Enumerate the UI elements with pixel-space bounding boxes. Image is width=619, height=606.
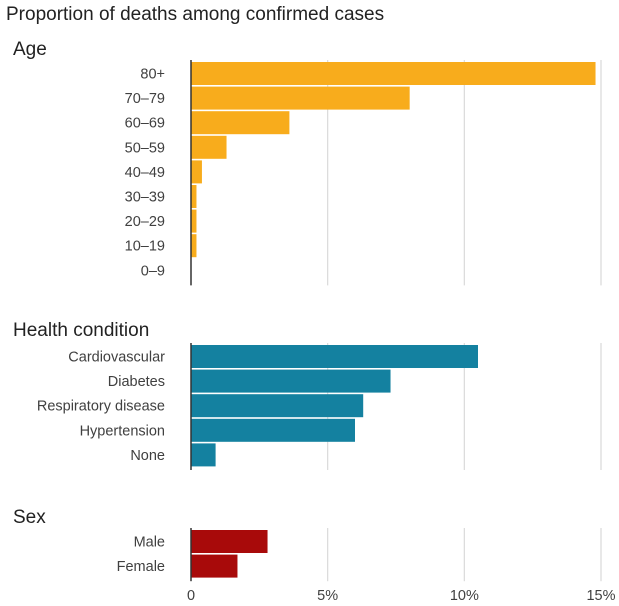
x-tick-label-0: 0 [187,588,195,604]
x-tick-label-2: 10% [450,588,479,604]
category-label-60-69: 60–69 [125,116,165,132]
category-label-30-39: 30–39 [125,190,165,206]
bar-sex-female [191,555,237,578]
bar-age-50-59 [191,136,227,159]
category-label-male: Male [134,535,165,551]
category-label-40-49: 40–49 [125,165,165,181]
category-label-female: Female [117,559,165,575]
bar-age-30-39 [191,185,196,208]
category-label-10-19: 10–19 [125,239,165,255]
section-title-sex: Sex [13,507,46,528]
section-title-health-condition: Health condition [13,320,149,341]
category-label-80: 80+ [140,67,165,83]
category-label-70-79: 70–79 [125,91,165,107]
bar-age-40-49 [191,160,202,183]
category-label-50-59: 50–59 [125,140,165,156]
x-tick-label-3: 15% [586,588,615,604]
bar-sex-male [191,530,268,553]
bar-health-condition-cardiovascular [191,345,478,368]
bar-age-60-69 [191,111,289,134]
section-title-age: Age [13,39,47,60]
bar-age-70-79 [191,87,410,110]
category-label-20-29: 20–29 [125,214,165,230]
category-label-none: None [130,448,165,464]
category-label-respiratory-disease: Respiratory disease [37,399,165,415]
category-label-0-9: 0–9 [141,263,165,279]
bar-health-condition-diabetes [191,370,391,393]
bar-health-condition-none [191,443,216,466]
bar-health-condition-hypertension [191,419,355,442]
bar-age-80 [191,62,596,85]
category-label-hypertension: Hypertension [80,423,165,439]
bar-health-condition-respiratory-disease [191,394,363,417]
category-label-diabetes: Diabetes [108,374,165,390]
bar-age-20-29 [191,210,196,233]
bar-age-10-19 [191,234,196,257]
x-tick-label-1: 5% [317,588,338,604]
category-label-cardiovascular: Cardiovascular [68,350,165,366]
